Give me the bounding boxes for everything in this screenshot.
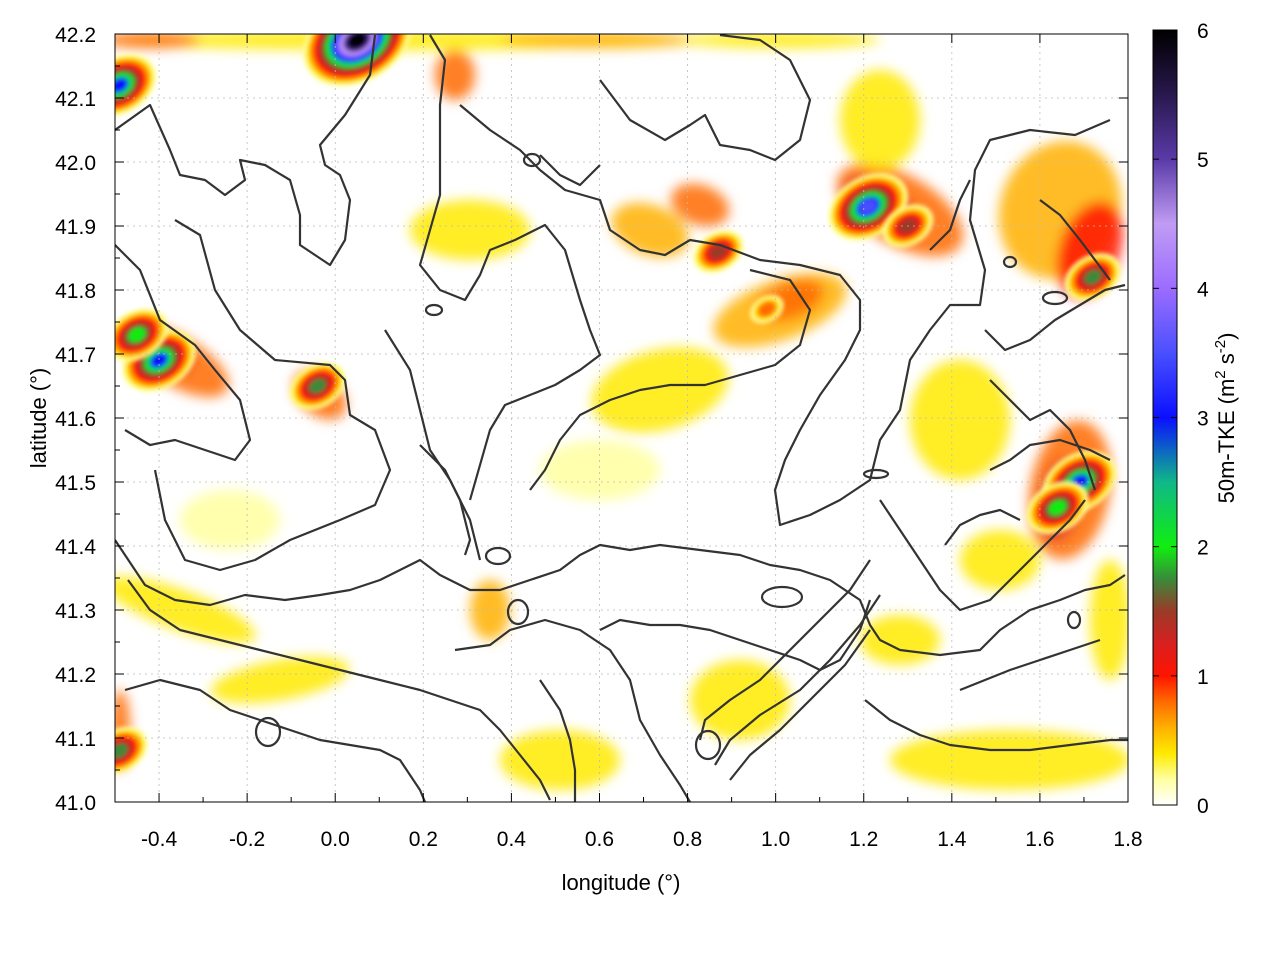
x-tick-label: -0.4: [141, 828, 178, 851]
x-tick-label: 1.6: [1025, 828, 1054, 851]
y-axis-label: latitude (°): [26, 368, 51, 469]
y-tick-label: 41.5: [55, 472, 96, 495]
x-tick-label: 0.2: [409, 828, 438, 851]
y-tick-label: 42.1: [55, 88, 96, 111]
colorbar-tick-label: 6: [1197, 20, 1209, 43]
y-tick-label: 41.7: [55, 344, 96, 367]
x-tick-label: 1.4: [937, 828, 967, 851]
hotspot: [1026, 481, 1089, 535]
hotspot: [115, 53, 157, 117]
terrain-contours: [115, 34, 1128, 802]
y-tick-label: 41.1: [55, 728, 96, 751]
colorbar-tick-label: 5: [1197, 149, 1209, 172]
colorbar-label: 50m-TKE (m2 s-2): [1212, 333, 1239, 504]
x-tick-label: -0.2: [229, 828, 265, 851]
hotspot: [750, 294, 784, 324]
y-tick-label: 41.3: [55, 600, 96, 623]
y-tick-label: 41.4: [55, 536, 96, 559]
colorbar-tick-label: 3: [1197, 408, 1209, 431]
colorbar: 0 1 2 3 4 5 6: [1152, 20, 1209, 818]
y-tick-label: 41.8: [55, 280, 96, 303]
y-tick-label: 42.0: [55, 152, 96, 175]
x-tick-label: 1.2: [849, 828, 878, 851]
x-tick-label: 0.0: [321, 828, 350, 851]
x-axis: -0.4 -0.2 0.0 0.2 0.4 0.6 0.8 1.0 1.2 1.4 1.6 1.8: [141, 34, 1143, 851]
colorbar-tick-label: 1: [1197, 666, 1209, 689]
x-tick-label: 0.6: [585, 828, 614, 851]
hotspot-layer: [115, 34, 1122, 775]
x-tick-label: 1.0: [761, 828, 790, 851]
x-tick-label: 1.8: [1113, 828, 1142, 851]
colorbar-tick-label: 4: [1197, 278, 1209, 301]
x-tick-label: 0.4: [497, 828, 527, 851]
y-tick-label: 41.6: [55, 408, 96, 431]
x-axis-label: longitude (°): [562, 870, 681, 895]
y-tick-label: 41.2: [55, 664, 96, 687]
x-tick-label: 0.8: [673, 828, 702, 851]
colorbar-tick-label: 2: [1197, 537, 1209, 560]
hotspot: [302, 34, 412, 87]
y-tick-label: 42.2: [55, 24, 96, 47]
hotspot: [289, 361, 346, 411]
y-axis: 41.0 41.1 41.2 41.3 41.4 41.5 41.6 41.7 41.8 41.9…: [55, 24, 1128, 815]
hotspot: [115, 726, 148, 775]
colorbar-tick-label: 0: [1197, 795, 1209, 818]
hotspot: [115, 308, 169, 362]
y-tick-label: 41.0: [55, 792, 96, 815]
hotspot: [1064, 253, 1122, 302]
y-tick-label: 41.9: [55, 216, 96, 239]
